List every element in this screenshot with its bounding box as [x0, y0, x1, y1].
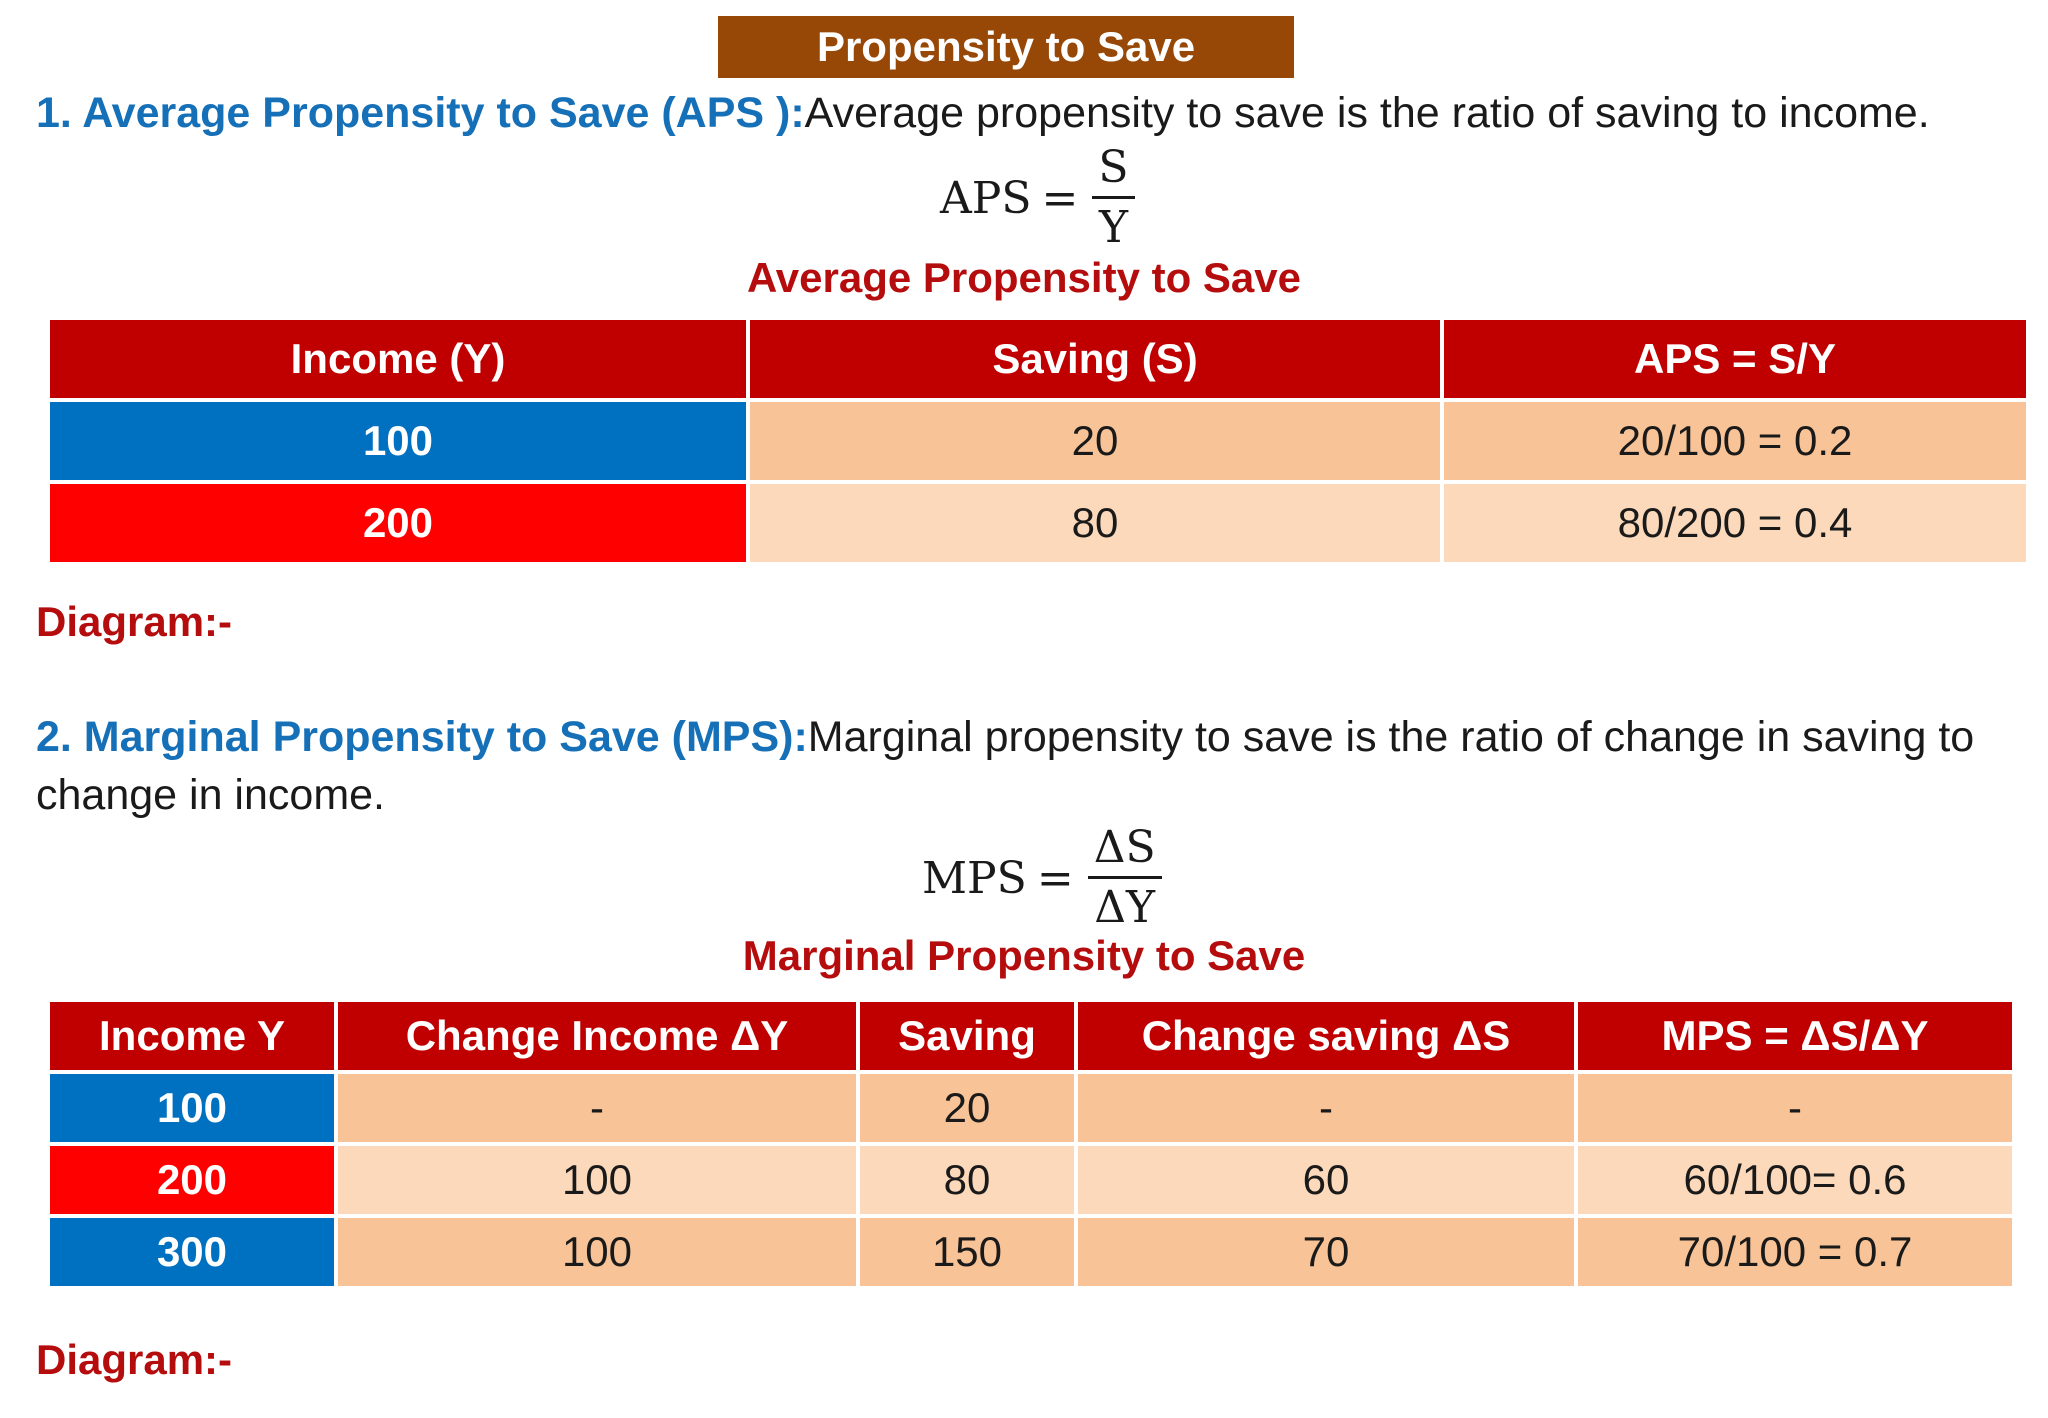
- mps-value-cell: 60/100= 0.6: [1574, 1142, 2016, 1218]
- mps-table-header-row: Income Y Change Income ΔY Saving Change …: [46, 998, 2016, 1074]
- aps-denominator: Y: [1098, 202, 1128, 253]
- table-row: 100 - 20 - -: [46, 1070, 2016, 1146]
- mps-income-cell: 200: [46, 1142, 338, 1218]
- mps-header-mps: MPS = ΔS/ΔY: [1574, 998, 2016, 1074]
- mps-change-income-cell: -: [334, 1070, 860, 1146]
- aps-header-saving: Saving (S): [746, 316, 1444, 402]
- mps-denominator: ΔY: [1094, 882, 1156, 933]
- aps-numerator: S: [1092, 140, 1135, 199]
- mps-change-saving-cell: 60: [1074, 1142, 1578, 1218]
- aps-header-aps: APS = S/Y: [1440, 316, 2030, 402]
- page-title: Propensity to Save: [718, 16, 1294, 78]
- table-row: 100 20 20/100 = 0.2: [46, 398, 2030, 484]
- mps-definition-line2: change in income.: [36, 771, 385, 819]
- mps-definition: 2. Marginal Propensity to Save (MPS):Mar…: [36, 708, 1974, 766]
- mps-header-income: Income Y: [46, 998, 338, 1074]
- mps-income-cell: 100: [46, 1070, 338, 1146]
- aps-value-cell: 20/100 = 0.2: [1440, 398, 2030, 484]
- mps-table-caption: Marginal Propensity to Save: [742, 932, 1306, 979]
- table-row: 300 100 150 70 70/100 = 0.7: [46, 1214, 2016, 1290]
- aps-table-caption: Average Propensity to Save: [747, 254, 1301, 301]
- mps-fraction: ΔS ΔY: [1087, 820, 1162, 937]
- aps-diagram-label: Diagram:-: [36, 598, 233, 645]
- aps-saving-cell: 80: [746, 480, 1444, 566]
- aps-heading: 1. Average Propensity to Save (APS ):: [36, 89, 805, 137]
- aps-income-cell: 100: [46, 398, 750, 484]
- aps-definition: 1. Average Propensity to Save (APS ):Ave…: [36, 84, 1930, 142]
- aps-saving-cell: 20: [746, 398, 1444, 484]
- table-row: 200 100 80 60 60/100= 0.6: [46, 1142, 2016, 1218]
- mps-income-cell: 300: [46, 1214, 338, 1290]
- mps-formula-equals: =: [1036, 853, 1074, 904]
- mps-numerator: ΔS: [1087, 820, 1162, 879]
- mps-heading: 2. Marginal Propensity to Save (MPS):: [36, 713, 808, 761]
- aps-value-cell: 80/200 = 0.4: [1440, 480, 2030, 566]
- mps-change-saving-cell: -: [1074, 1070, 1578, 1146]
- aps-fraction: S Y: [1092, 140, 1135, 257]
- mps-value-cell: -: [1574, 1070, 2016, 1146]
- mps-change-income-cell: 100: [334, 1214, 860, 1290]
- aps-table-header-row: Income (Y) Saving (S) APS = S/Y: [46, 316, 2030, 402]
- aps-definition-text: Average propensity to save is the ratio …: [804, 89, 1930, 137]
- mps-saving-cell: 80: [856, 1142, 1078, 1218]
- mps-header-change-income: Change Income ΔY: [334, 998, 860, 1074]
- mps-header-saving: Saving: [856, 998, 1078, 1074]
- aps-table: Income (Y) Saving (S) APS = S/Y 100 20 2…: [46, 316, 2030, 566]
- table-row: 200 80 80/200 = 0.4: [46, 480, 2030, 566]
- mps-change-income-cell: 100: [334, 1142, 860, 1218]
- mps-header-change-saving: Change saving ΔS: [1074, 998, 1578, 1074]
- mps-saving-cell: 150: [856, 1214, 1078, 1290]
- mps-definition-text-1: Marginal propensity to save is the ratio…: [807, 713, 1975, 761]
- aps-header-income: Income (Y): [46, 316, 750, 402]
- mps-diagram-label: Diagram:-: [36, 1336, 233, 1383]
- mps-formula-lhs: MPS: [922, 853, 1027, 904]
- mps-change-saving-cell: 70: [1074, 1214, 1578, 1290]
- aps-formula-equals: =: [1041, 173, 1079, 224]
- aps-formula: APS = S Y: [940, 140, 1135, 257]
- aps-income-cell: 200: [46, 480, 750, 566]
- mps-table: Income Y Change Income ΔY Saving Change …: [46, 998, 2016, 1290]
- aps-formula-lhs: APS: [940, 173, 1032, 224]
- mps-formula: MPS = ΔS ΔY: [922, 820, 1162, 937]
- mps-value-cell: 70/100 = 0.7: [1574, 1214, 2016, 1290]
- mps-saving-cell: 20: [856, 1070, 1078, 1146]
